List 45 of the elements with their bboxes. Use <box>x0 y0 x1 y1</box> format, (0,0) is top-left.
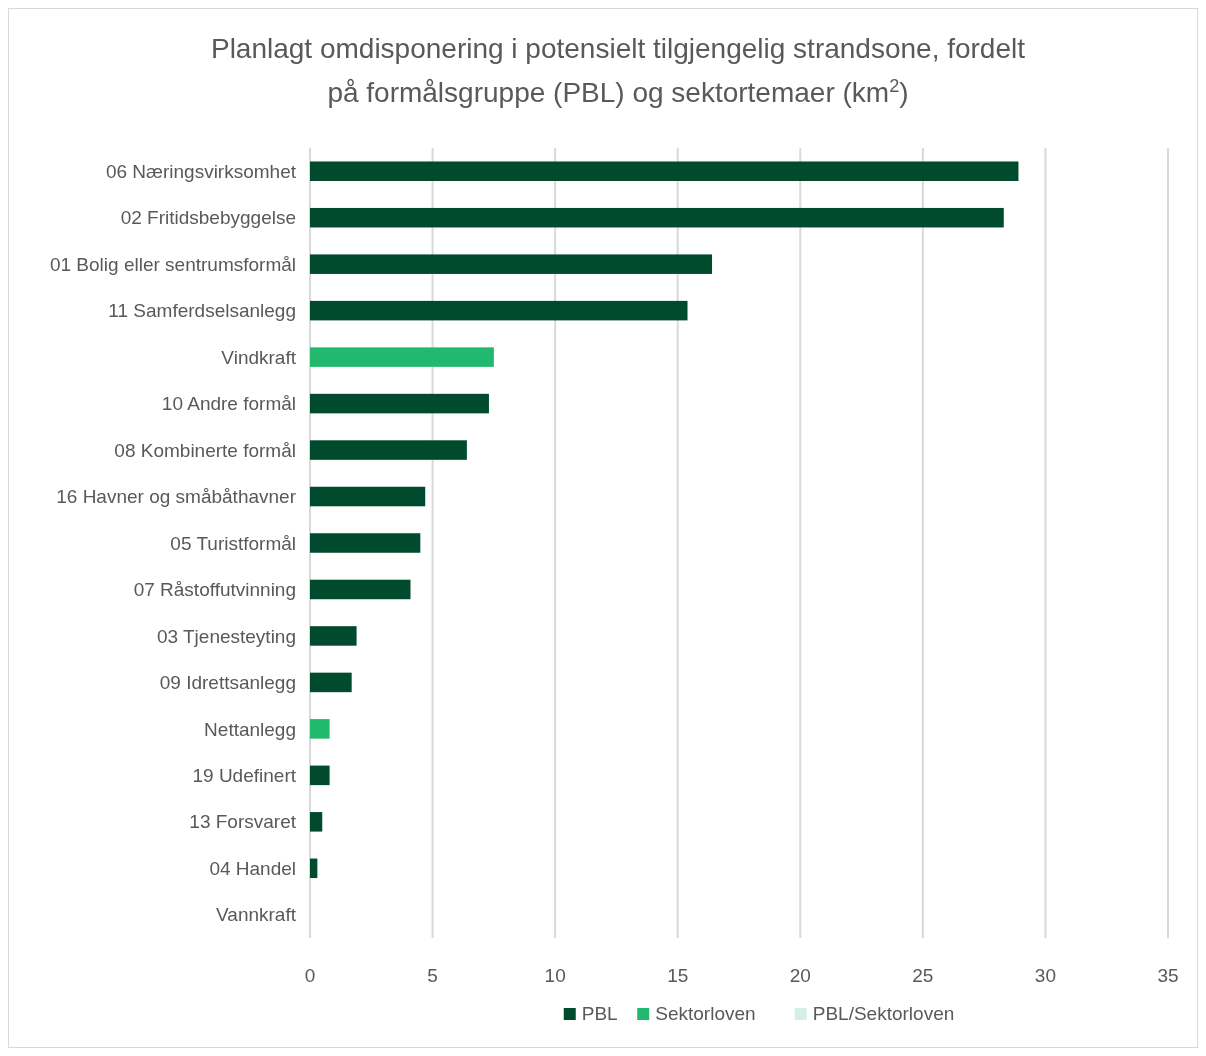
y-tick-label: 01 Bolig eller sentrumsformål <box>49 253 296 275</box>
bar <box>310 440 467 460</box>
y-tick-label: Nettanlegg <box>204 718 296 740</box>
y-tick-label: 13 Forsvaret <box>189 811 297 833</box>
bar <box>310 486 426 507</box>
bar <box>310 858 318 879</box>
bar <box>310 812 323 832</box>
bar <box>310 207 1004 228</box>
y-tick-label: Vindkraft <box>221 346 297 368</box>
y-tick-label: 16 Havner og småbåthavner <box>56 486 297 508</box>
y-tick-label: 08 Kombinerte formål <box>114 439 296 461</box>
y-tick-label: 19 Udefinert <box>192 765 297 786</box>
y-tick-label: 02 Fritidsbebyggelse <box>120 207 296 229</box>
bar <box>310 300 688 321</box>
y-tick-label: 03 Tjenesteyting <box>156 625 296 647</box>
bar <box>310 579 411 600</box>
legend-label: PBL <box>581 1003 618 1024</box>
x-tick-label: 25 <box>912 965 934 986</box>
y-tick-label: 10 Andre formål <box>161 393 296 415</box>
bar <box>310 719 330 739</box>
x-tick-label: 5 <box>427 965 438 986</box>
chart-title: Planlagt omdisponering i potensielt tilgjengelig strandsone, fordelt på formålsgruppe (PBL) og sektortemaer (km$^{2}$) <box>210 33 1026 108</box>
bar <box>310 347 494 367</box>
bar <box>310 254 713 274</box>
x-tick-label: 30 <box>1034 965 1056 986</box>
y-tick-label: Vannkraft <box>216 904 297 926</box>
x-tick-label: 15 <box>667 965 689 986</box>
x-tick-label: 35 <box>1157 965 1179 986</box>
bar <box>310 626 357 646</box>
y-tick-label: 11 Samferdselsanlegg <box>108 300 296 322</box>
bar <box>310 161 1019 181</box>
bar <box>310 533 421 553</box>
bar <box>310 765 330 786</box>
x-tick-label: 20 <box>789 965 811 986</box>
y-tick-label: 04 Handel <box>209 857 296 879</box>
bar <box>310 393 489 414</box>
y-tick-label: 09 Idrettsanlegg <box>159 672 296 694</box>
bar <box>310 672 352 693</box>
legend-label: PBL/Sektorloven <box>812 1003 955 1024</box>
legend-label: Sektorloven <box>655 1003 756 1024</box>
y-tick-label: 07 Råstoffutvinning <box>133 579 296 601</box>
x-tick-label: 0 <box>304 965 316 986</box>
y-tick-label: 06 Næringsvirksomhet <box>105 160 297 182</box>
y-tick-label: 05 Turistformål <box>170 532 296 554</box>
x-tick-label: 10 <box>544 965 566 986</box>
